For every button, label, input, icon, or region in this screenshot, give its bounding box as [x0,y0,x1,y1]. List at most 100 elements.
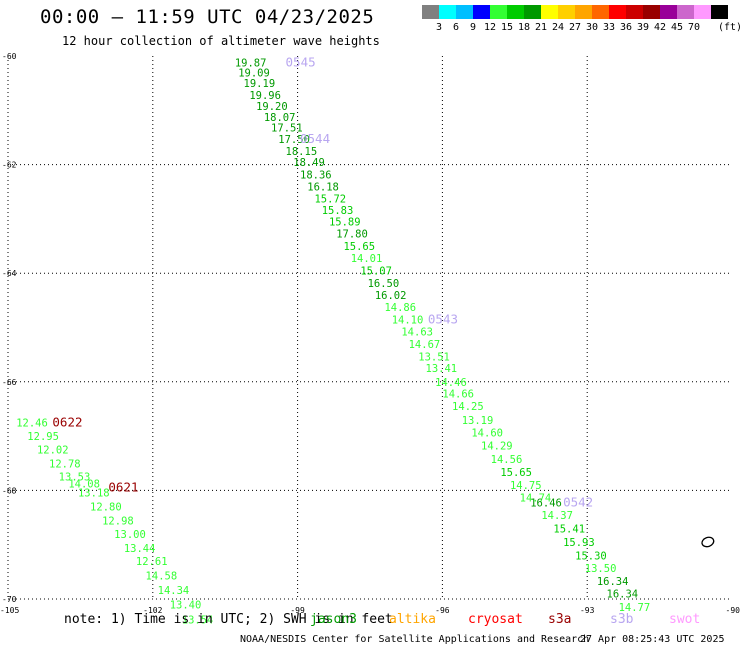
wave-height-value: 15.72 [314,193,346,205]
wave-height-value: 12.95 [27,431,59,443]
legend-swatch [643,5,660,19]
wave-height-value: 16.46 [530,497,562,509]
legend-label: 18 [517,22,531,33]
legend-swatch [456,5,473,19]
wave-height-value: 12.98 [102,515,134,527]
longitude-tick-label: -90 [726,606,740,615]
wave-height-value: 12.46 [16,418,48,430]
legend-label: 24 [551,22,565,33]
map-title: 00:00 – 11:59 UTC 04/23/2025 [40,6,375,28]
wave-height-value: 17.80 [336,229,368,241]
legend-label: 39 [636,22,650,33]
legend-label: 15 [500,22,514,33]
wave-height-value: 18.15 [286,146,318,158]
wave-height-value: 13.40 [170,599,202,611]
wave-height-value: 14.60 [471,427,503,439]
wave-height-value: 13.19 [462,415,494,427]
latitude-tick-label: -60 [2,52,17,61]
wave-height-value: 19.20 [256,101,288,113]
satellite-jason3: jason3 [310,612,357,627]
wave-height-value: 14.10 [392,314,424,326]
legend-label: 27 [568,22,582,33]
legend-label: 30 [585,22,599,33]
wave-height-value: 14.63 [401,326,433,338]
wave-height-value: 14.67 [409,339,441,351]
wave-height-value: 12.80 [90,502,122,514]
latitude-tick-label: -70 [2,595,17,604]
wave-height-value: 14.46 [435,377,467,389]
island-outline [701,536,715,548]
wave-height-value: 12.61 [136,556,168,568]
wave-height-value: 14.37 [541,510,573,522]
wave-height-value: 13.50 [585,563,617,575]
wave-height-value: 12.02 [37,445,69,457]
map-subtitle: 12 hour collection of altimeter wave hei… [62,34,380,48]
wave-height-value: 14.74 [520,492,552,504]
legend-label: 36 [619,22,633,33]
legend-label: 12 [483,22,497,33]
legend-label: 42 [653,22,667,33]
wave-height-value: 16.50 [368,278,400,290]
wave-height-value: 19.87 [235,58,267,70]
wave-height-value: 19.96 [249,90,281,102]
satellite-s3b: s3b [610,612,634,627]
wave-height-value: 19.19 [244,78,276,90]
wave-height-value: 15.41 [553,523,585,535]
wave-height-value: 13.18 [78,488,110,500]
pass-time-label: 0543 [428,311,458,326]
wave-height-value: 15.65 [343,241,375,253]
footer-note: note: 1) Time is in UTC; 2) SWH is in fe… [64,612,393,627]
wave-height-value: 14.56 [491,454,523,466]
wave-height-value: 13.53 [59,471,91,483]
longitude-tick-label: -105 [0,606,19,615]
wave-height-value: 13.44 [124,543,156,555]
wave-height-value: 12.78 [49,458,81,470]
wave-height-value: 14.34 [158,585,190,597]
wave-height-value: 13.41 [426,363,458,375]
wave-height-value: 18.07 [264,112,296,124]
legend-swatch [711,5,728,19]
legend-label: 9 [469,22,477,33]
wave-height-value: 13.54 [182,615,214,627]
legend-swatch [609,5,626,19]
wave-height-value: 14.29 [481,440,513,452]
wave-height-value: 18.36 [300,169,332,181]
legend-swatch [490,5,507,19]
legend-swatch [507,5,524,19]
legend-label: 21 [534,22,548,33]
wave-height-value: 14.25 [452,401,484,413]
wave-height-value: 14.58 [146,571,178,583]
longitude-tick-label: -93 [580,606,595,615]
satellite-s3a: s3a [548,612,572,627]
latitude-tick-label: -68 [2,486,17,495]
wave-height-value: 14.08 [68,478,100,490]
legend-swatch [626,5,643,19]
latitude-tick-label: -62 [2,161,17,170]
legend-swatch [524,5,541,19]
wave-height-value: 16.02 [375,290,407,302]
legend-label: 3 [435,22,443,33]
legend-swatch [422,5,439,19]
wave-height-value: 15.83 [322,205,354,217]
legend-label: 6 [452,22,460,33]
legend-swatch [439,5,456,19]
legend-swatch [660,5,677,19]
latitude-tick-label: -66 [2,378,17,387]
wave-height-value: 14.66 [442,389,474,401]
satellite-altika: altika [389,612,436,627]
legend-swatch [592,5,609,19]
legend-swatch [558,5,575,19]
pass-time-label: 0542 [563,494,593,509]
legend-label: 33 [602,22,616,33]
wave-height-value: 17.51 [271,123,303,135]
wave-height-value: 14.75 [510,480,542,492]
latitude-tick-label: -64 [2,269,17,278]
wave-height-value: 19.09 [238,67,270,79]
pass-time-label: 0621 [108,480,138,495]
wave-height-value: 16.18 [307,181,339,193]
wave-height-value: 15.30 [575,551,607,563]
wave-height-value: 14.86 [384,302,416,314]
pass-time-label: 0622 [52,415,82,430]
longitude-tick-label: -96 [435,606,450,615]
